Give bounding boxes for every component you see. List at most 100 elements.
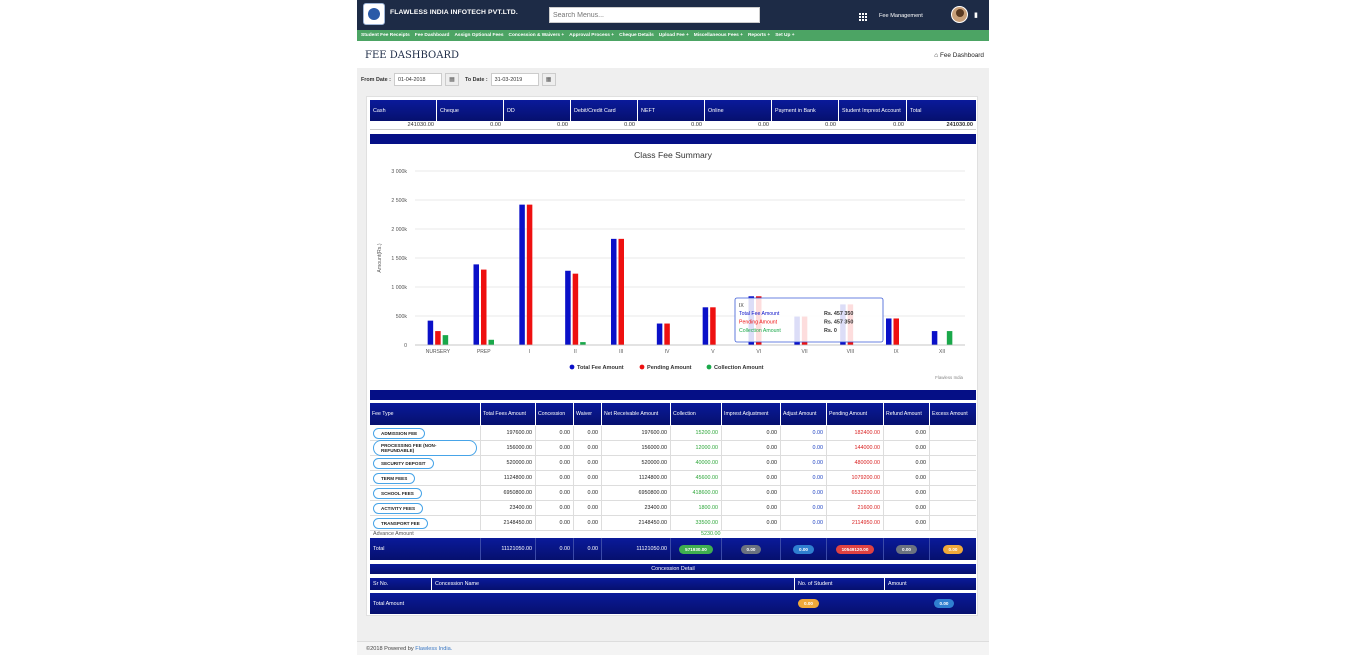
menu-set-up[interactable]: Set Up + xyxy=(775,33,795,38)
col-sr-no: Sr No. xyxy=(370,578,432,590)
bookmark-icon[interactable]: ▮ xyxy=(974,12,978,19)
concession-students-button[interactable]: 0.00 xyxy=(798,599,819,608)
cell-net-receivable: 6950800.00 xyxy=(602,486,671,500)
menu-concession-waivers[interactable]: Concession & Waivers + xyxy=(508,33,565,38)
bar-total xyxy=(473,264,479,345)
value-dd: 0.00 xyxy=(557,122,568,128)
x-tick-label: II xyxy=(574,349,577,355)
fee-type-pill[interactable]: TERM FEES xyxy=(373,472,416,484)
cell-concession: 0.00 xyxy=(536,501,574,515)
calendar-icon[interactable]: ▦ xyxy=(444,73,459,86)
total-pending-button[interactable]: 10549120.00 xyxy=(835,544,875,554)
y-tick-label: 500k xyxy=(396,314,408,320)
value-card: 0.00 xyxy=(624,122,635,128)
fee-table-header-bar xyxy=(370,390,976,400)
menu-miscellaneous-fees[interactable]: Miscellaneous Fees + xyxy=(693,33,743,38)
col-concession: Concession xyxy=(536,403,574,425)
cell-waiver: 0.00 xyxy=(574,486,602,500)
total-excess-button[interactable]: 0.00 xyxy=(942,544,964,554)
cell-concession: 0.00 xyxy=(536,441,574,455)
total-fees-value: 11121050.00 xyxy=(481,538,536,560)
footer: ©2018 Powered by Flawless India. xyxy=(357,641,989,655)
menu-student-fee-receipts[interactable]: Student Fee Receipts xyxy=(361,33,410,38)
fee-type-pill[interactable]: SCHOOL FEES xyxy=(373,487,422,499)
x-tick-label: III xyxy=(619,349,623,355)
legend-marker xyxy=(639,364,645,370)
cell-waiver: 0.00 xyxy=(574,516,602,530)
y-tick-label: 2 500k xyxy=(391,198,407,204)
chart-tooltip xyxy=(734,297,884,343)
cell-excess xyxy=(930,441,976,455)
menu-assign-optional-fees[interactable]: Assign Optional Fees xyxy=(454,33,504,38)
cell-concession: 0.00 xyxy=(536,456,574,470)
fee-type-pill[interactable]: ACTIVITY FEES xyxy=(373,502,424,514)
total-adjust-button[interactable]: 0.00 xyxy=(793,544,814,554)
total-imprest-button[interactable]: 0.00 xyxy=(740,544,762,554)
col-total-fees: Total Fees Amount xyxy=(481,403,536,425)
to-date-input[interactable]: 31-03-2019 xyxy=(490,73,539,86)
cell-total-fees: 1124800.00 xyxy=(481,471,536,485)
cell-total-fees: 520000.00 xyxy=(481,456,536,470)
cell-waiver: 0.00 xyxy=(574,471,602,485)
cell-adjust: 0.00 xyxy=(781,441,827,455)
advance-amount-value: 5230.00 xyxy=(701,531,721,537)
bar-total xyxy=(931,331,938,345)
user-avatar[interactable] xyxy=(951,6,968,23)
cell-waiver: 0.00 xyxy=(574,456,602,470)
to-date-label: To Date : xyxy=(464,76,488,83)
fee-type-pill[interactable]: ADMISSION FEE xyxy=(373,427,426,439)
apps-grid-icon[interactable] xyxy=(859,13,867,21)
cell-refund: 0.00 xyxy=(884,441,930,455)
legend-marker xyxy=(706,364,712,370)
calendar-icon[interactable]: ▦ xyxy=(541,73,556,86)
total-refund-button[interactable]: 0.00 xyxy=(896,544,917,554)
cell-net-receivable: 23400.00 xyxy=(602,501,671,515)
cell-excess xyxy=(930,486,976,500)
table-row: TERM FEES 1124800.00 0.00 0.00 1124800.00 456… xyxy=(370,471,976,486)
cell-refund: 0.00 xyxy=(884,516,930,530)
from-date-label: From Date : xyxy=(361,76,391,83)
from-date-input[interactable]: 01-04-2018 xyxy=(393,73,442,86)
chart-title: Class Fee Summary xyxy=(634,150,712,160)
tooltip-category: IX xyxy=(739,303,744,309)
concession-detail-title: Concession Detail xyxy=(370,564,976,574)
tooltip-row-label: Pending Amount xyxy=(739,320,778,326)
menu-upload-fee[interactable]: Upload Fee + xyxy=(658,33,689,38)
concession-amount-button[interactable]: 0.00 xyxy=(933,599,955,608)
table-row: ACTIVITY FEES 23400.00 0.00 0.00 23400.00 180… xyxy=(370,501,976,516)
x-tick-label: NURSERY xyxy=(426,349,451,355)
menu-approval-process[interactable]: Approval Process + xyxy=(569,33,615,38)
table-row: SCHOOL FEES 6950800.00 0.00 0.00 6950800.00 4… xyxy=(370,486,976,501)
cell-collection: 1800.00 xyxy=(671,501,722,515)
bar-total xyxy=(427,320,434,345)
cell-excess xyxy=(930,501,976,515)
x-tick-label: V xyxy=(711,349,715,355)
cell-pending: 480000.00 xyxy=(827,456,884,470)
fee-type-pill[interactable]: TRANSPORT FEE xyxy=(373,517,428,529)
cell-waiver: 0.00 xyxy=(574,501,602,515)
cell-waiver: 0.00 xyxy=(574,441,602,455)
header-dd: DD xyxy=(504,100,571,121)
total-waiver-value: 0.00 xyxy=(574,538,602,560)
col-excess: Excess Amount xyxy=(932,411,968,417)
cell-net-receivable: 520000.00 xyxy=(602,456,671,470)
total-collection-button[interactable]: 571930.00 xyxy=(679,544,713,554)
fee-type-pill[interactable]: SECURITY DEPOSIT xyxy=(373,457,434,469)
menu-reports[interactable]: Reports + xyxy=(747,33,771,38)
x-tick-label: XII xyxy=(939,349,945,355)
menu-cheque-details[interactable]: Cheque Details xyxy=(619,33,654,38)
y-axis-label: Amount(Rs.) xyxy=(377,243,383,272)
menu-fee-dashboard[interactable]: Fee Dashboard xyxy=(414,33,450,38)
footer-link[interactable]: Flawless India. xyxy=(415,646,453,652)
breadcrumb[interactable]: ⌂ Fee Dashboard xyxy=(934,52,984,59)
company-logo[interactable] xyxy=(363,3,385,25)
cell-adjust: 0.00 xyxy=(781,516,827,530)
fee-type-pill[interactable]: PROCESSING FEE (NON-REFUNDABLE) xyxy=(373,440,477,456)
value-imprest: 0.00 xyxy=(893,122,904,128)
bar-collection xyxy=(488,339,494,345)
search-input[interactable] xyxy=(549,7,760,23)
bar-total xyxy=(565,270,571,345)
module-name[interactable]: Fee Management xyxy=(879,13,923,19)
home-icon: ⌂ xyxy=(934,52,939,59)
cell-fee-type: TRANSPORT FEE xyxy=(370,516,481,530)
